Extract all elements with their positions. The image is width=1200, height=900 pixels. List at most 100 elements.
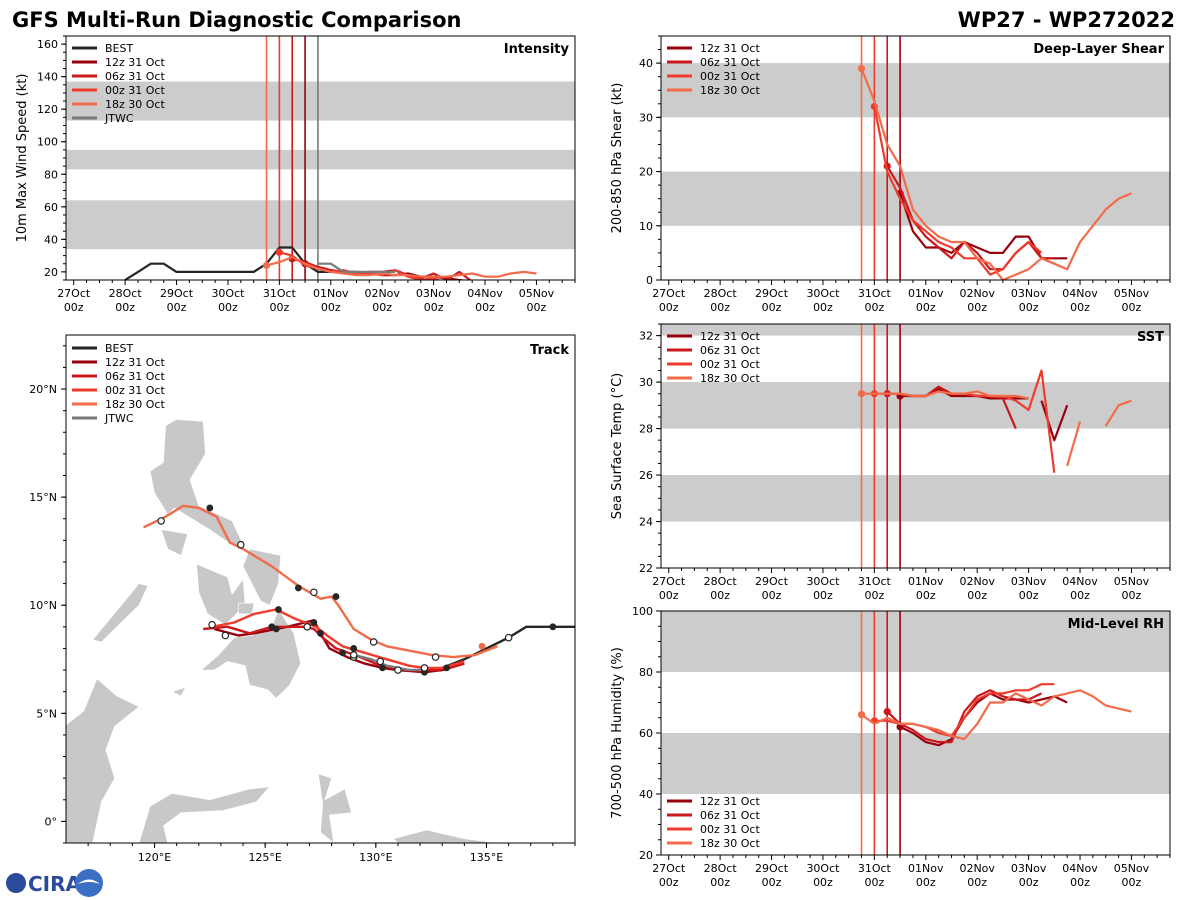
intensity-xtick-label: 29Oct — [160, 287, 194, 300]
intensity-band-1 — [66, 149, 575, 170]
rh-xtick-label: 03Nov — [1011, 862, 1047, 875]
shear-ytick-label: 40 — [639, 57, 653, 70]
intensity-ytick-label: 120 — [37, 103, 58, 116]
track-series-4-filled-dot — [294, 584, 302, 592]
intensity-legend-label: 18z 30 Oct — [105, 98, 165, 111]
intensity-legend-label: BEST — [105, 42, 133, 55]
intensity-xtick-sublabel: 00z — [321, 301, 341, 314]
shear-xtick-label: 28Oct — [704, 287, 738, 300]
intensity-ytick-label: 80 — [44, 168, 58, 181]
intensity-legend-label: 00z 31 Oct — [105, 84, 165, 97]
track-series-2-filled-dot — [310, 619, 318, 626]
sst-xtick-label: 01Nov — [908, 575, 944, 588]
shear-xtick-label: 30Oct — [806, 287, 840, 300]
rh-xtick-label: 05Nov — [1114, 862, 1150, 875]
sst-panel: 27Oct00z28Oct00z29Oct00z30Oct00z31Oct00z… — [610, 323, 1171, 602]
rh-legend-label: 18z 30 Oct — [700, 837, 760, 850]
shear-band-0 — [661, 171, 1170, 226]
intensity-series-4-line — [266, 256, 537, 278]
cira-logo-swirl — [78, 879, 100, 884]
intensity-xtick-label: 05Nov — [519, 287, 555, 300]
rh-xtick-sublabel: 00z — [762, 876, 782, 889]
intensity-xtick-sublabel: 00z — [475, 301, 495, 314]
track-legend-label: BEST — [105, 342, 133, 355]
track-series-3-filled-dot — [275, 606, 282, 613]
track-series-4-line — [142, 504, 498, 659]
track-series-5-open-dot — [376, 657, 385, 666]
rh-xtick-label: 01Nov — [908, 862, 944, 875]
intensity-xtick-sublabel: 00z — [372, 301, 392, 314]
shear-ytick-label: 10 — [639, 220, 653, 233]
rh-series-3-line — [860, 689, 1132, 741]
track-xtick-label: 120°E — [138, 851, 171, 864]
track-series-3-filled-dot — [339, 649, 347, 657]
cira-logo-globe — [75, 869, 103, 897]
track-series-3-open-dot — [208, 620, 216, 629]
intensity-xtick-label: 01Nov — [313, 287, 349, 300]
land-mindoro — [160, 529, 189, 556]
sst-xtick-sublabel: 00z — [1070, 589, 1090, 602]
sst-xtick-label: 02Nov — [959, 575, 995, 588]
sst-xtick-sublabel: 00z — [1122, 589, 1142, 602]
land-samar-leyte — [242, 548, 282, 606]
track-legend-label: JTWC — [104, 412, 134, 425]
shear-xtick-sublabel: 00z — [1070, 301, 1090, 314]
track-series-4-open-dot — [431, 653, 440, 661]
shear-xtick-sublabel: 00z — [864, 301, 884, 314]
shear-xtick-label: 02Nov — [959, 287, 995, 300]
rh-ytick-label: 60 — [639, 727, 653, 740]
shear-series-3-line — [860, 68, 1132, 280]
shear-legend-label: 00z 31 Oct — [700, 70, 760, 83]
track-ytick-label: 5°N — [36, 707, 57, 720]
sst-xtick-label: 27Oct — [652, 575, 686, 588]
shear-series-3-start-dot — [857, 64, 866, 73]
shear-ylabel: 200-850 hPa Shear (kt) — [610, 83, 625, 234]
intensity-xtick-label: 31Oct — [263, 287, 297, 300]
track-series-5-open-dot — [420, 664, 429, 672]
sst-ytick-label: 30 — [639, 376, 653, 389]
land-halmahera — [317, 773, 352, 843]
track-plot-area — [66, 335, 575, 843]
sst-legend-label: 12z 31 Oct — [700, 330, 760, 343]
rh-xtick-label: 28Oct — [704, 862, 738, 875]
sst-xtick-sublabel: 00z — [916, 589, 936, 602]
track-series-4-open-dot — [369, 638, 378, 646]
intensity-plot-area — [66, 36, 575, 280]
rh-xtick-label: 31Oct — [858, 862, 892, 875]
sst-xtick-label: 29Oct — [755, 575, 789, 588]
intensity-ytick-label: 140 — [37, 71, 58, 84]
sst-legend-label: 18z 30 Oct — [700, 372, 760, 385]
track-series-4-filled-dot — [478, 642, 486, 650]
sst-frame — [660, 323, 1171, 569]
track-series-4-filled-dot — [206, 504, 214, 512]
intensity-ytick-label: 60 — [44, 201, 58, 214]
rh-xtick-label: 04Nov — [1062, 862, 1098, 875]
intensity-series-3-start-dot — [275, 248, 283, 256]
shear-xtick-sublabel: 00z — [1122, 301, 1142, 314]
intensity-xtick-label: 30Oct — [211, 287, 245, 300]
rh-xtick-sublabel: 00z — [864, 876, 884, 889]
sst-xtick-label: 04Nov — [1062, 575, 1098, 588]
rh-xtick-sublabel: 00z — [1019, 876, 1039, 889]
track-panel: 120°E 125°E 130°E 135°E 0° 5°N 10°N 15°N 20°N Tra… — [29, 334, 576, 864]
shear-xtick-label: 27Oct — [652, 287, 686, 300]
rh-xtick-sublabel: 00z — [1070, 876, 1090, 889]
sst-xtick-sublabel: 00z — [1019, 589, 1039, 602]
intensity-xtick-label: 04Nov — [467, 287, 503, 300]
track-legend-label: 00z 31 Oct — [105, 384, 165, 397]
intensity-legend-label: 12z 31 Oct — [105, 56, 165, 69]
rh-xtick-sublabel: 00z — [1122, 876, 1142, 889]
cira-logo: CIRA — [6, 869, 103, 897]
figure-title: GFS Multi-Run Diagnostic Comparison — [12, 8, 461, 32]
rh-xtick-sublabel: 00z — [710, 876, 730, 889]
rh-plot-area — [661, 611, 1170, 855]
land-bohol — [238, 602, 255, 615]
land-new-guinea — [392, 829, 498, 843]
intensity-ylabel: 10m Max Wind Speed (kt) — [15, 74, 30, 243]
shear-xtick-label: 03Nov — [1011, 287, 1047, 300]
rh-ytick-label: 80 — [639, 666, 653, 679]
intensity-series-2-line — [291, 257, 472, 280]
rh-legend-label: 12z 31 Oct — [700, 795, 760, 808]
track-series-0-filled-dot — [549, 623, 557, 631]
sst-legend-label: 00z 31 Oct — [700, 358, 760, 371]
